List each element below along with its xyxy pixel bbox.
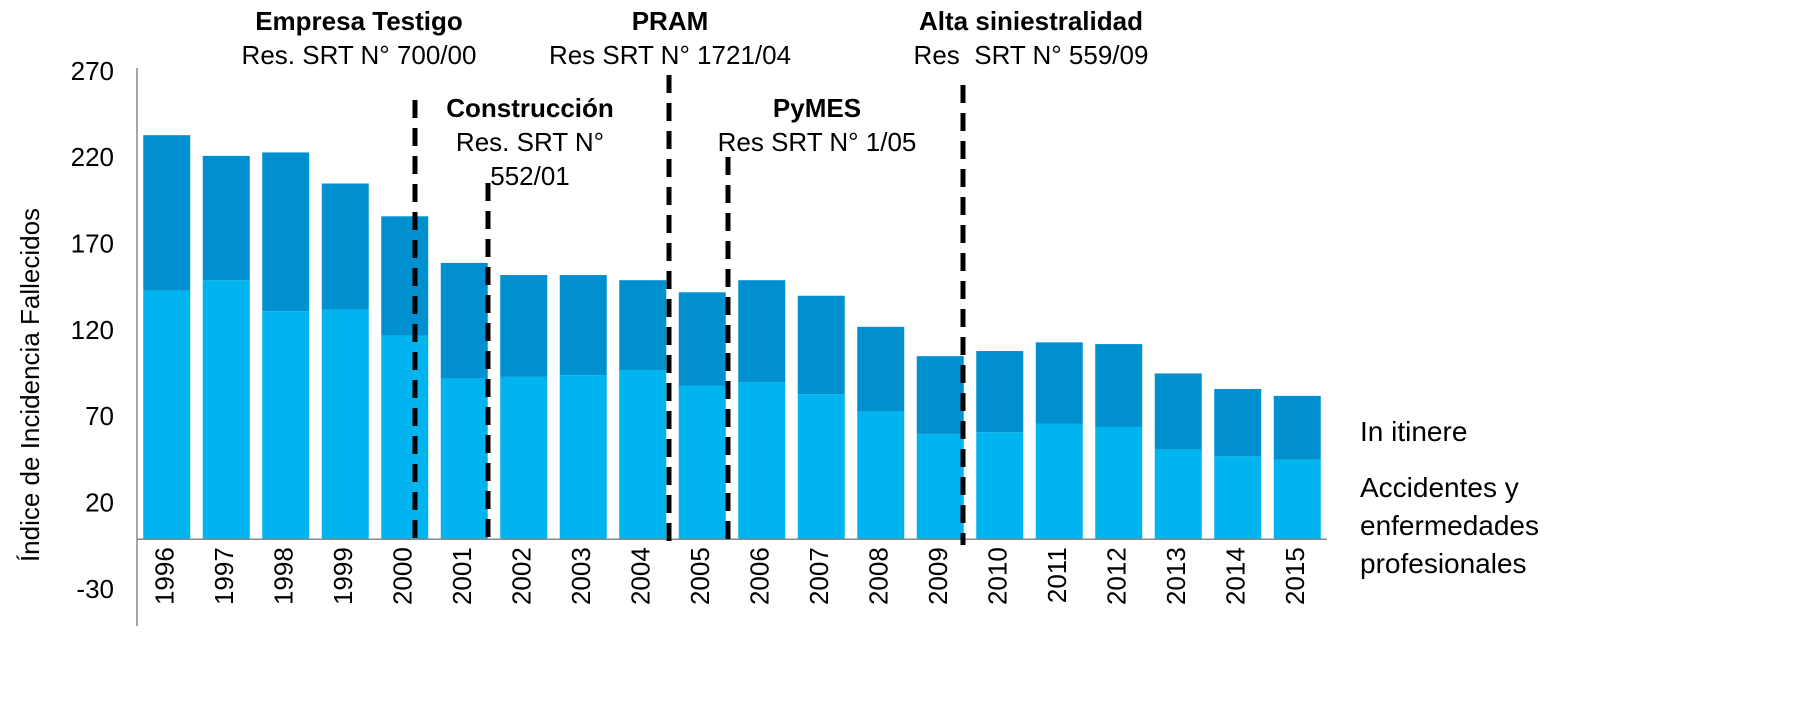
x-tick-label: 2000 [388, 547, 418, 605]
x-tick-label: 1998 [269, 547, 299, 605]
annotation: PyMES Res SRT N° 1/05 [687, 91, 947, 159]
y-tick-label: 270 [71, 56, 114, 86]
bar-segment [916, 356, 964, 434]
bar-segment [262, 152, 310, 312]
bar-segment [797, 394, 845, 540]
x-tick-label: 2010 [983, 547, 1013, 605]
bar-segment [500, 275, 548, 377]
annotation: Construcción Res. SRT N° 552/01 [440, 91, 620, 193]
legend-entry: In itinere [1360, 416, 1468, 447]
bar-segment [738, 280, 786, 383]
bar-segment [1273, 395, 1321, 460]
y-axis-label: Índice de Incidencia Fallecidos [15, 208, 45, 562]
x-tick-label: 2014 [1221, 547, 1251, 605]
bar-segment [202, 280, 250, 540]
bar-segment [1095, 426, 1143, 540]
bar-segment [1095, 344, 1143, 427]
y-tick-label: 70 [85, 401, 114, 431]
x-tick-label: 2007 [804, 547, 834, 605]
x-tick-label: 2015 [1280, 547, 1310, 605]
bar-segment [857, 326, 905, 412]
annotation-title: PRAM [631, 6, 709, 36]
bar-segment [1154, 373, 1202, 450]
bar-segment [857, 411, 905, 540]
x-tick-label: 2005 [685, 547, 715, 605]
legend-entry: Accidentes y enfermedades profesionales [1360, 472, 1540, 579]
x-tick-label: 2003 [566, 547, 596, 605]
bar-segment [143, 290, 191, 540]
x-tick-label: 2006 [745, 547, 775, 605]
bar-segment [440, 262, 488, 379]
annotation: Alta siniestralidad Res SRT N° 559/09 [881, 4, 1181, 72]
bar-segment [619, 280, 667, 370]
x-tick-label: 2002 [507, 547, 537, 605]
bar-segment [976, 432, 1024, 540]
bar-segment [1154, 449, 1202, 540]
annotation-title: PyMES [772, 93, 862, 123]
annotation-title: Alta siniestralidad [919, 6, 1143, 36]
bar-segment [1273, 459, 1321, 540]
x-tick-label: 2008 [864, 547, 894, 605]
x-tick-label: 2013 [1161, 547, 1191, 605]
bar-segment [619, 369, 667, 540]
x-tick-label: 1999 [328, 547, 358, 605]
y-tick-label: -30 [76, 574, 114, 604]
annotation-text: Res. SRT N° 700/00 [241, 40, 477, 70]
x-tick-label: 1996 [150, 547, 180, 605]
x-tick-label: 2004 [626, 547, 656, 605]
bar-segment [143, 135, 191, 291]
x-tick-label: 1997 [209, 547, 239, 605]
bar-segment [678, 385, 726, 540]
x-tick-label: 2011 [1042, 547, 1072, 603]
bar-segment [1214, 456, 1262, 540]
bar-segment [916, 433, 964, 540]
y-tick-label: 20 [85, 488, 114, 518]
bar-segment [678, 292, 726, 386]
x-tick-label: 2012 [1102, 547, 1132, 605]
bar-segment [202, 155, 250, 281]
annotation-title: Empresa Testigo [255, 6, 463, 36]
y-tick-label: 220 [71, 142, 114, 172]
bar-segment [381, 216, 429, 336]
bar-segment [440, 378, 488, 540]
bar-segment [559, 375, 607, 540]
bar-segment [1214, 388, 1262, 457]
annotation: PRAM Res SRT N° 1721/04 [520, 4, 820, 72]
bar-segment [321, 183, 369, 310]
annotation-text: Res. SRT N° 552/01 [455, 127, 612, 191]
bar-segment [1035, 342, 1083, 424]
annotation-text: Res SRT N° 1721/04 [548, 40, 792, 70]
bar-segment [500, 376, 548, 540]
x-tick-label: 2001 [447, 547, 477, 605]
bar-segment [976, 350, 1024, 433]
bar-segment [738, 382, 786, 540]
bar-segment [797, 295, 845, 395]
bar-segment [1035, 423, 1083, 540]
annotation: Empresa Testigo Res. SRT N° 700/00 [209, 4, 509, 72]
bar-segment [381, 335, 429, 540]
annotation-title: Construcción [446, 93, 614, 123]
annotation-text: Res SRT N° 559/09 [913, 40, 1149, 70]
x-tick-label: 2009 [923, 547, 953, 605]
bar-segment [262, 311, 310, 540]
y-tick-label: 170 [71, 229, 114, 259]
annotation-text: Res SRT N° 1/05 [717, 127, 917, 157]
bar-segment [321, 309, 369, 540]
y-tick-label: 120 [71, 315, 114, 345]
bar-segment [559, 275, 607, 376]
